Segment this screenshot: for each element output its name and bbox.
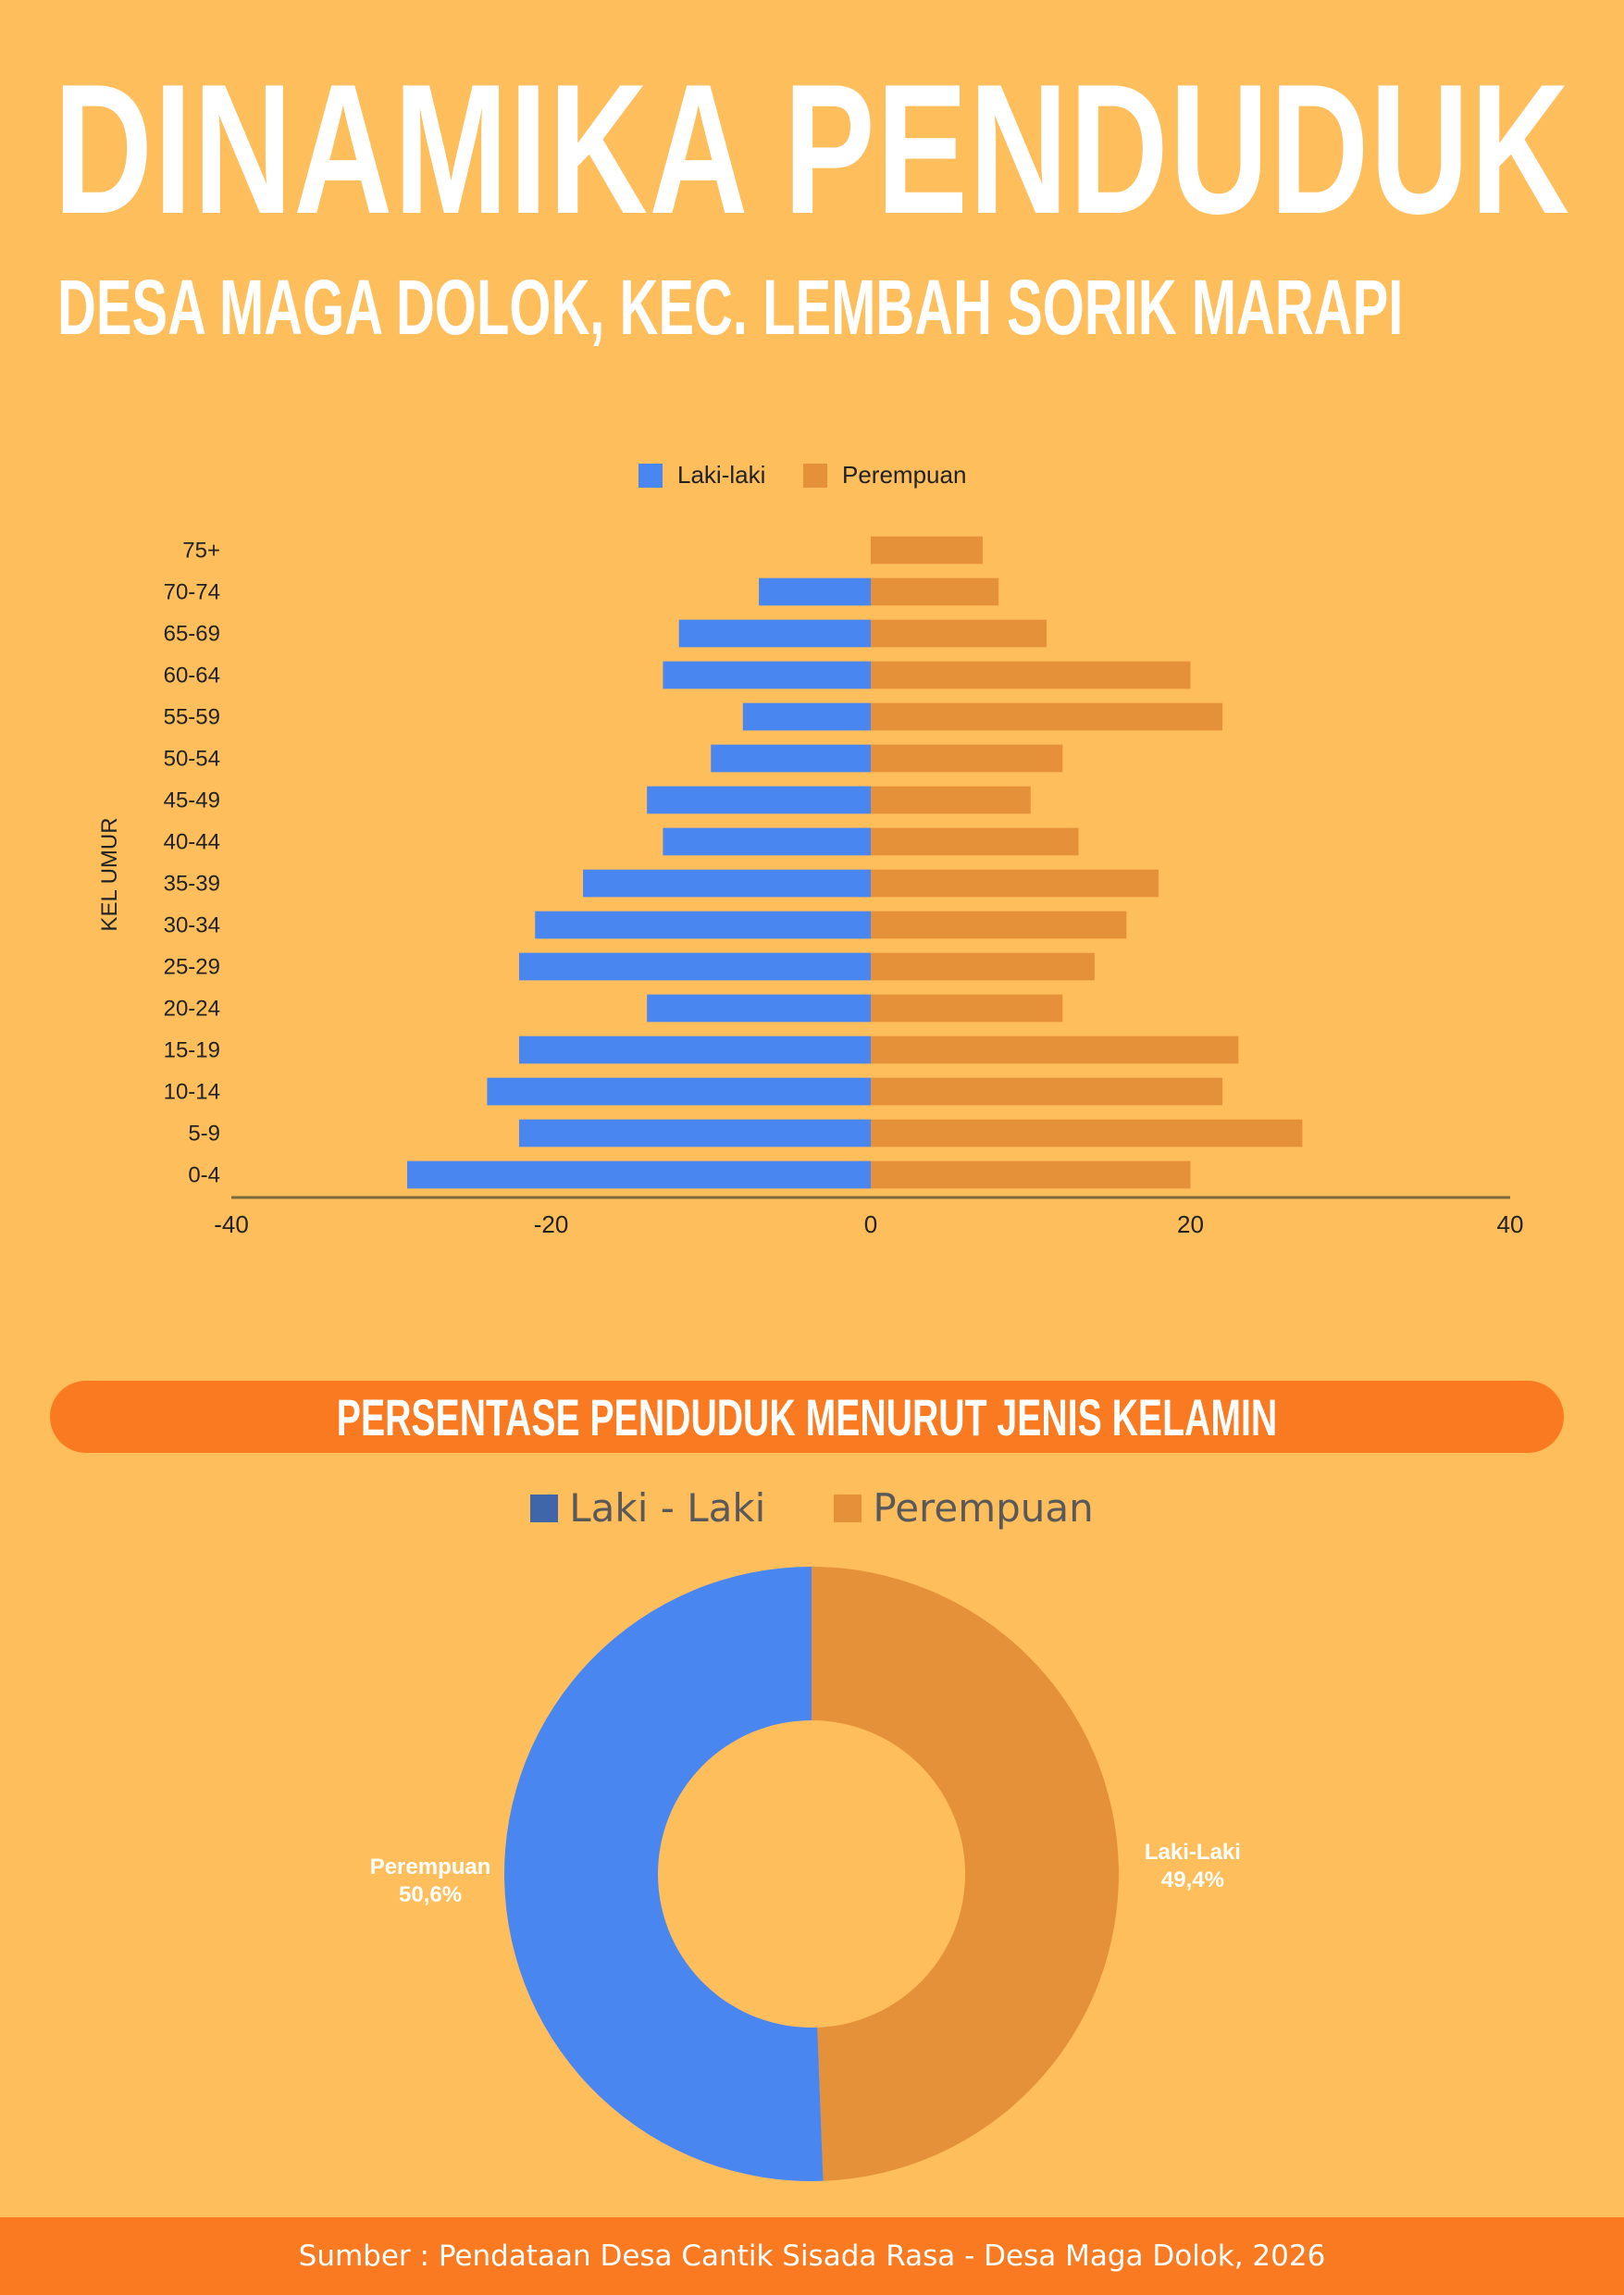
age-label: 0-4 [188,1163,220,1188]
bar-male [518,952,871,981]
donut-slices [503,1567,1119,2181]
bar-female [871,786,1031,814]
bar-male [759,577,871,606]
bar-male [518,1119,871,1148]
age-label: 55-59 [164,705,220,730]
donut-slice-0 [812,1567,1119,2181]
donut-label-value: 49,4% [1161,1867,1224,1892]
age-label: 75+ [182,539,220,564]
bar-male [742,702,871,731]
age-label: 60-64 [164,664,220,688]
donut-legend: Laki - Laki Perempuan [0,1485,1624,1531]
bar-female [871,827,1079,856]
donut-label-name: Laki-Laki [1145,1840,1241,1865]
donut-legend-swatch-female [834,1494,862,1522]
donut-legend-label-male: Laki - Laki [569,1485,766,1531]
age-label: 5-9 [188,1122,220,1147]
source-note: Sumber : Pendataan Desa Cantik Sisada Ra… [298,2239,1326,2273]
bar-female [871,619,1048,648]
donut-legend-item-male: Laki - Laki [530,1485,765,1531]
bar-male [518,1036,871,1064]
donut-slice-1 [503,1567,824,2181]
bar-female [871,661,1191,689]
age-label: 30-34 [164,913,220,938]
bar-female [871,1160,1191,1189]
bar-female [871,702,1223,731]
age-label: 65-69 [164,622,220,647]
age-label: 20-24 [164,997,220,1022]
x-tick-label: 20 [1177,1210,1204,1238]
bar-male [663,661,871,689]
pyramid-legend-label-1: Perempuan [842,461,966,489]
x-tick-label: 40 [1497,1210,1524,1238]
bar-female [871,1036,1239,1064]
footer: Sumber : Pendataan Desa Cantik Sisada Ra… [0,2217,1624,2295]
pyramid-legend-label-0: Laki-laki [677,461,765,489]
bar-male [678,619,871,648]
bar-female [871,1119,1303,1148]
age-label: 45-49 [164,788,220,813]
bar-male [647,786,871,814]
bar-female [871,911,1127,939]
bar-male [583,869,871,898]
age-label: 35-39 [164,872,220,897]
bar-female [871,744,1063,773]
bar-female [871,994,1063,1023]
age-label: 10-14 [164,1080,220,1105]
bar-male [711,744,871,773]
age-group-labels: 75+ 70-74 65-69 60-64 55-59 50-54 45-49 40-44 35… [164,539,220,1188]
bar-female [871,1077,1223,1106]
age-label: 40-44 [164,830,220,855]
donut-label-name: Perempuan [370,1855,491,1879]
population-pyramid-chart: Laki-laki Perempuan 75+ 70-74 65-69 60-64 55-… [97,461,1524,1238]
bar-female [871,536,983,564]
pyramid-y-axis-title: KEL UMUR [97,817,122,931]
pyramid-legend: Laki-laki Perempuan [638,461,966,489]
bar-female [871,869,1159,898]
x-tick-label: -20 [534,1210,569,1238]
bar-female [871,952,1095,981]
age-label: 50-54 [164,747,220,772]
pyramid-x-axis: -40 -20 0 20 40 [214,1196,1524,1238]
age-label: 15-19 [164,1038,220,1063]
donut-legend-swatch-male [530,1494,559,1522]
x-tick-label: -40 [214,1210,249,1238]
page-subtitle: DESA MAGA DOLOK, KEC. LEMBAH SORIK MARAP… [57,264,1404,351]
donut-label-value: 50,6% [399,1882,462,1907]
pyramid-legend-swatch-1 [803,464,827,488]
donut-legend-label-female: Perempuan [873,1485,1094,1531]
donut-legend-item-female: Perempuan [834,1485,1094,1531]
bar-male [407,1160,871,1189]
age-label: 25-29 [164,955,220,980]
bar-male [535,911,871,939]
bar-male [663,827,871,856]
bar-female [871,577,999,606]
pyramid-legend-swatch-0 [638,464,663,488]
sex-chart-title: PERSENTASE PENDUDUK MENURUT JENIS KELAMI… [336,1387,1278,1446]
x-tick-label: 0 [864,1210,877,1238]
bar-male [647,994,871,1023]
pyramid-bars [407,536,1303,1189]
page-title: DINAMIKA PENDUDUK [54,46,1571,253]
bar-male [487,1077,871,1106]
sex-chart-banner: PERSENTASE PENDUDUK MENURUT JENIS KELAMI… [50,1381,1564,1453]
age-label: 70-74 [164,580,220,605]
